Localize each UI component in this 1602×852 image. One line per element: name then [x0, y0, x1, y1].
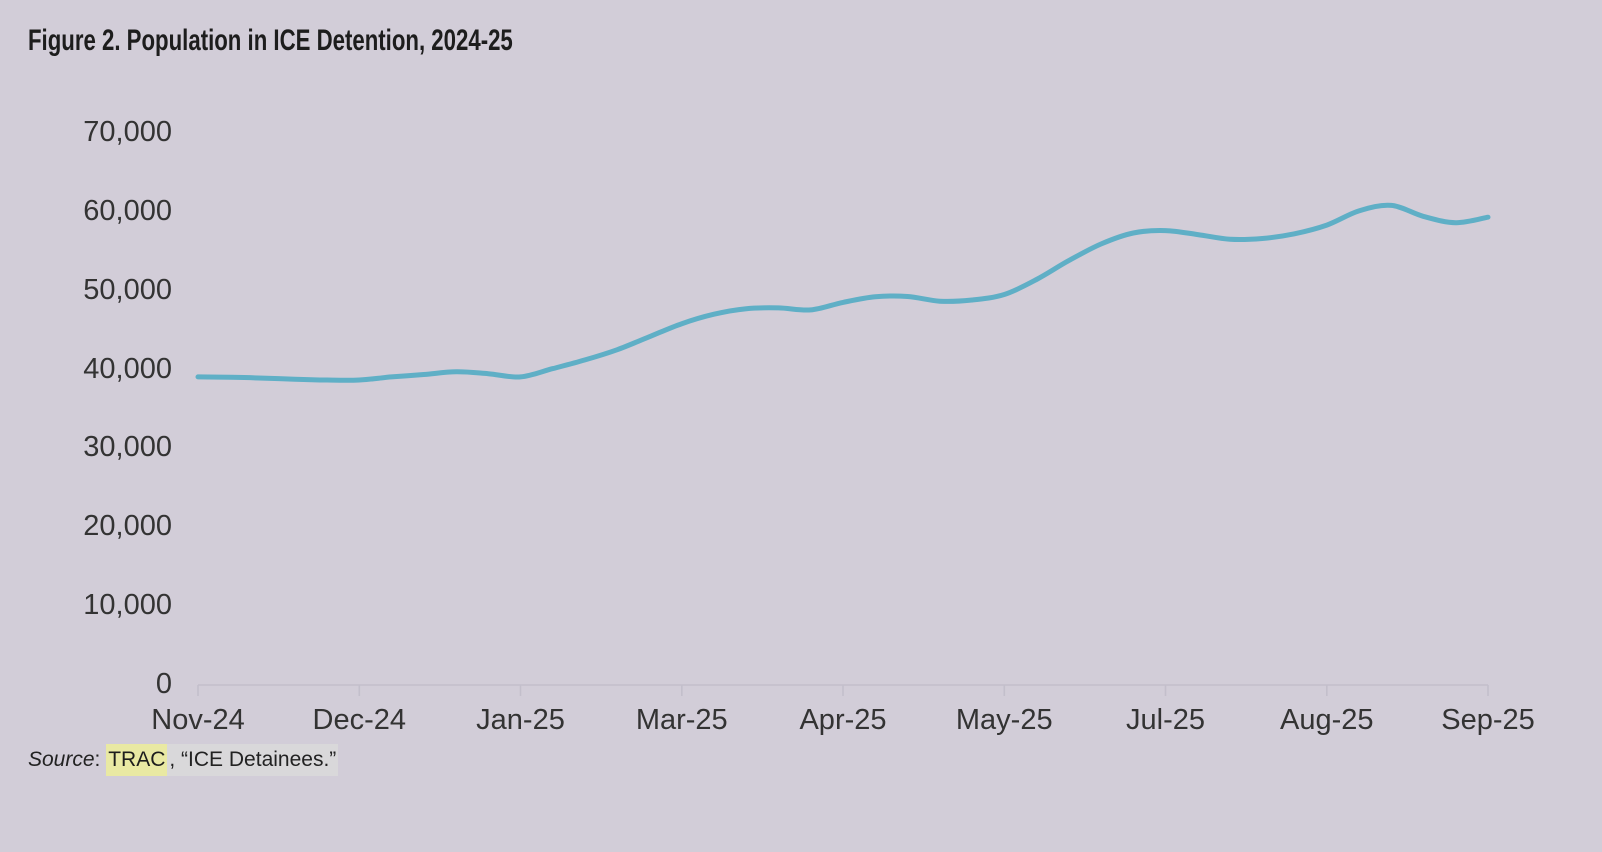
y-axis-tick-label: 60,000	[83, 194, 172, 227]
source-publication: , “ICE Detainees.”	[167, 744, 339, 776]
y-axis-tick-label: 30,000	[83, 431, 172, 464]
x-axis-tick-label: Apr-25	[799, 704, 887, 736]
x-axis-tick-label: Sep-25	[1441, 704, 1535, 736]
x-axis-tick-label: Jul-25	[1126, 704, 1205, 736]
source-separator: :	[94, 748, 107, 771]
source-note: Source: TRAC, “ICE Detainees.”	[28, 744, 339, 776]
x-axis-tick-label: Mar-25	[635, 704, 728, 736]
y-axis-tick-label: 70,000	[83, 116, 172, 149]
y-axis-tick-label: 0	[155, 668, 172, 700]
x-axis-tick-label: Aug-25	[1279, 704, 1374, 736]
y-axis-tick-label: 20,000	[83, 510, 172, 543]
x-axis-tick-label: Nov-24	[151, 704, 245, 736]
figure-title: Figure 2. Population in ICE Detention, 2…	[28, 24, 513, 57]
x-axis-tick-label: Jan-25	[476, 704, 565, 736]
x-axis-tick-label: Dec-24	[312, 704, 407, 736]
y-axis-tick-label: 50,000	[83, 273, 172, 306]
source-link-trac[interactable]: TRAC	[106, 744, 168, 776]
y-axis-tick-label: 40,000	[83, 352, 172, 385]
source-word: Source	[28, 748, 95, 771]
detention-population-line	[195, 202, 1491, 383]
y-axis-tick-label: 10,000	[83, 589, 172, 622]
x-axis-tick-label: May-25	[955, 704, 1053, 736]
